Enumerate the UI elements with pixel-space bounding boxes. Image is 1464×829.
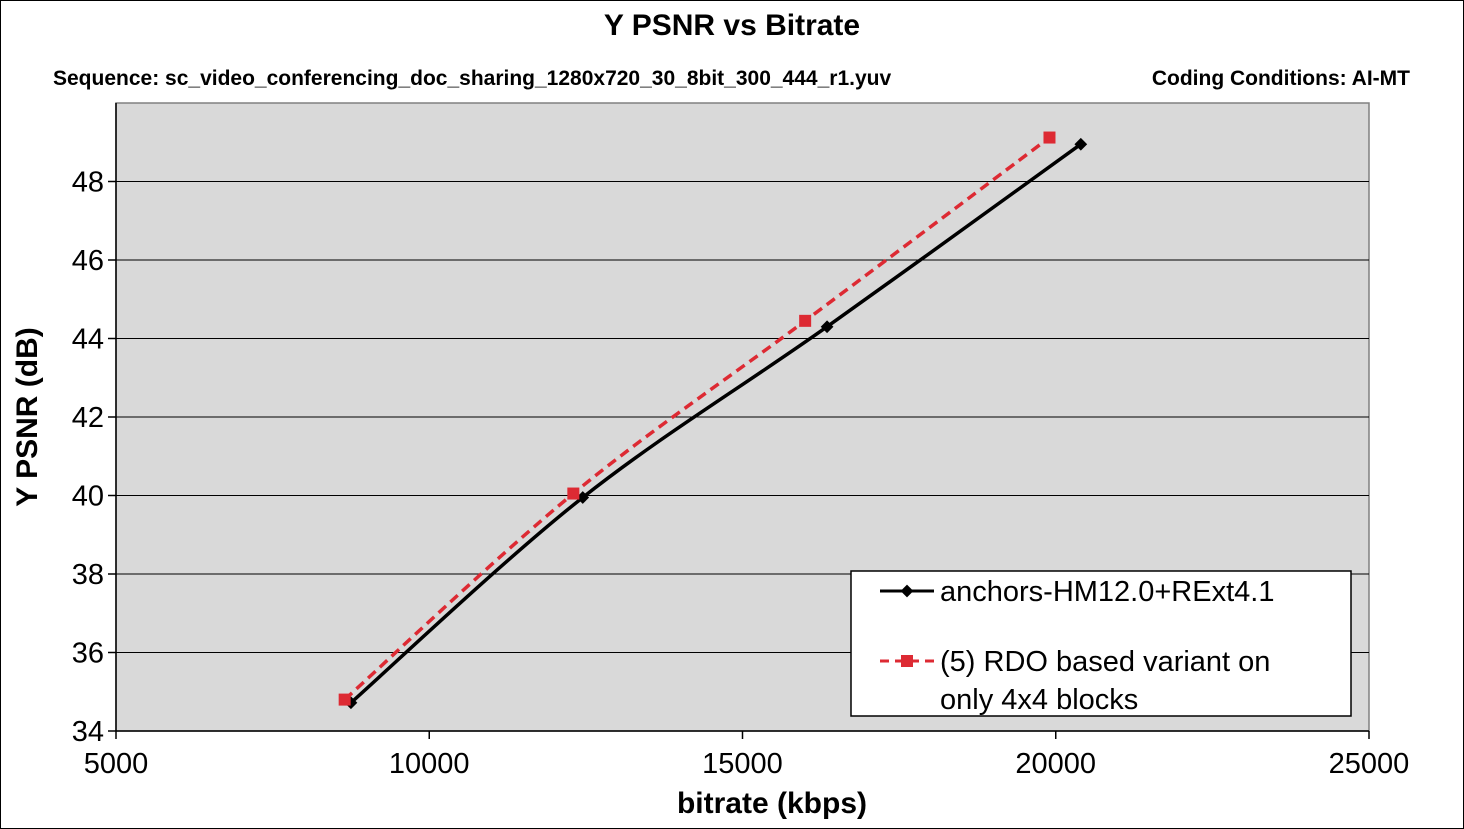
data-point-s1-0	[338, 693, 351, 706]
legend: anchors-HM12.0+RExt4.1 (5) RDO based var…	[850, 570, 1352, 717]
axes: 34 36 38 40 42 44 46 48 5000 10000 15000 20000 25000	[72, 103, 1410, 780]
y-tick-label: 44	[72, 324, 104, 356]
chart-title: Y PSNR vs Bitrate	[604, 9, 860, 42]
y-tick-label: 40	[72, 481, 104, 513]
y-tick-label: 34	[72, 716, 104, 748]
x-axis-title: bitrate (kbps)	[677, 787, 867, 820]
x-tick-label: 5000	[84, 748, 149, 780]
legend-label-rdo-line2: only 4x4 blocks	[940, 684, 1138, 716]
series-line-0	[349, 142, 1082, 705]
legend-swatch-marker-rdo	[901, 655, 913, 667]
y-tick-label: 42	[72, 402, 104, 434]
y-axis-title: Y PSNR (dB)	[11, 327, 44, 506]
series-line-1	[343, 136, 1051, 701]
y-tick-label: 46	[72, 245, 104, 277]
x-tick-label: 25000	[1329, 748, 1410, 780]
legend-label-anchors: anchors-HM12.0+RExt4.1	[940, 576, 1274, 608]
data-point-s1-2	[799, 314, 812, 327]
gridlines	[116, 181, 1369, 653]
y-tick-label: 36	[72, 638, 104, 670]
y-tick-label: 48	[72, 167, 104, 199]
legend-label-rdo-line1: (5) RDO based variant on	[940, 646, 1270, 678]
data-point-s1-3	[1043, 131, 1056, 144]
x-tick-label: 20000	[1015, 748, 1096, 780]
x-tick-label: 10000	[389, 748, 470, 780]
series-layer	[338, 131, 1088, 710]
chart-subtitle-sequence: Sequence: sc_video_conferencing_doc_shar…	[53, 67, 891, 90]
data-point-s1-1	[567, 487, 580, 500]
chart-subtitle-conditions: Coding Conditions: AI-MT	[1152, 67, 1410, 90]
x-tick-label: 15000	[702, 748, 783, 780]
y-tick-label: 38	[72, 559, 104, 591]
legend-box	[850, 570, 1352, 717]
